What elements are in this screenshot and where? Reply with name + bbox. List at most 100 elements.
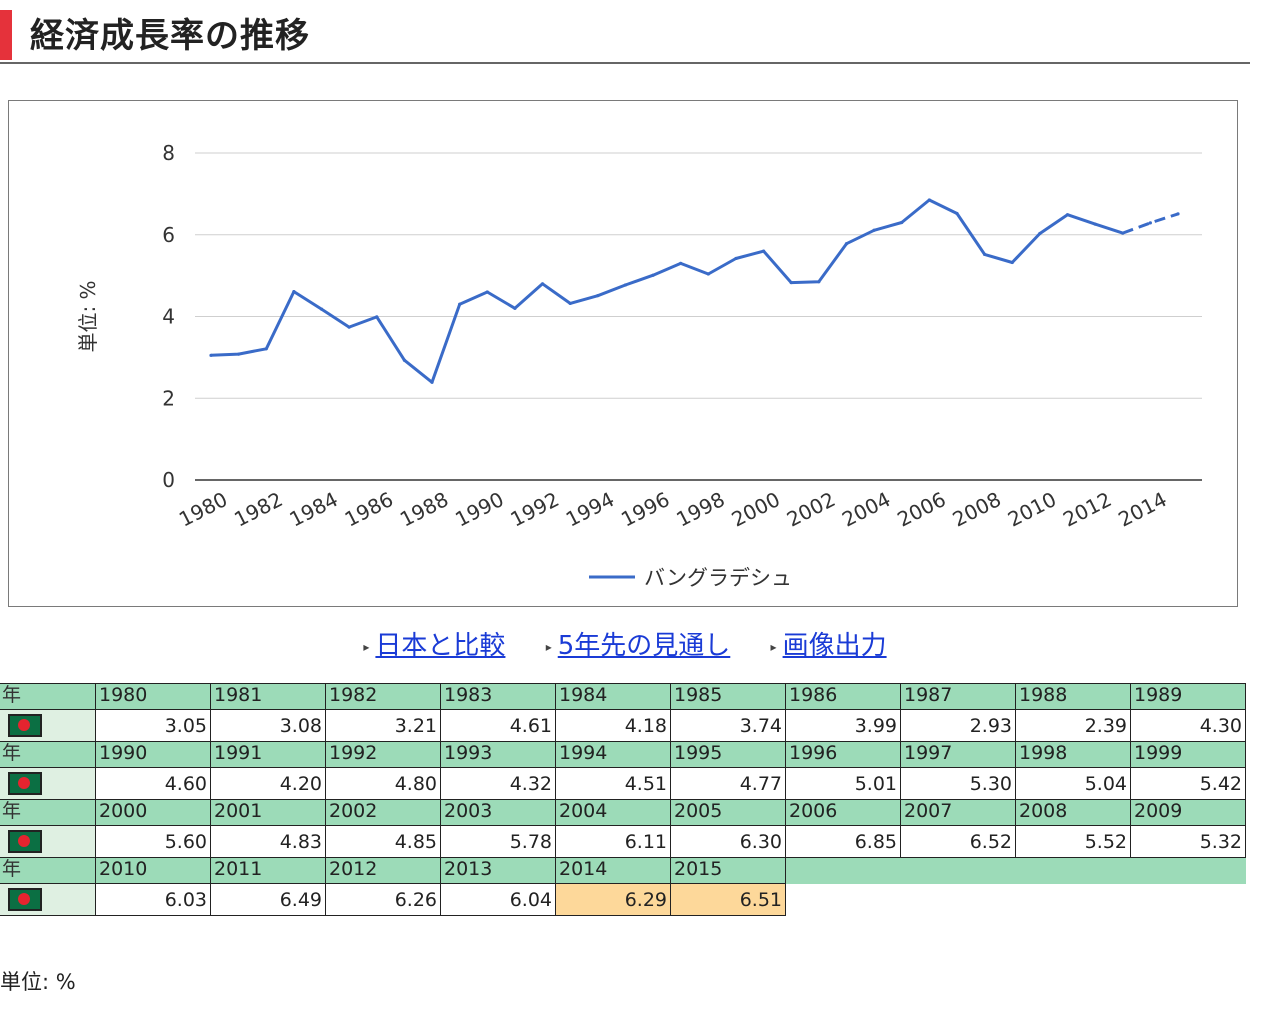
empty-cell xyxy=(786,884,901,916)
value-row: 4.60 4.20 4.80 4.32 4.51 4.77 5.01 5.30 5.04 5.42 xyxy=(0,767,1246,800)
data-point xyxy=(1093,222,1097,226)
year-cell: 1988 xyxy=(1015,683,1131,710)
data-point xyxy=(237,352,241,356)
five-year-outlook-link[interactable]: 5年先の見通し xyxy=(557,631,731,661)
flag-red-disc xyxy=(18,835,30,847)
value-cell: 4.61 xyxy=(440,709,556,742)
x-tick-label: 1992 xyxy=(507,487,563,531)
value-cell: 6.85 xyxy=(785,825,901,858)
data-point xyxy=(706,272,710,276)
value-cell: 6.03 xyxy=(95,883,211,916)
value-cell: 3.05 xyxy=(95,709,211,742)
image-export-item: ▸ 画像出力 xyxy=(771,625,887,662)
empty-cell xyxy=(785,857,901,884)
arrow-bullet-icon: ▸ xyxy=(545,639,552,654)
data-point xyxy=(872,228,876,232)
y-tick-label: 6 xyxy=(162,223,175,247)
data-point xyxy=(1176,212,1180,216)
year-cell: 1986 xyxy=(785,683,901,710)
arrow-bullet-icon: ▸ xyxy=(363,639,370,654)
bangladesh-flag-icon xyxy=(8,830,42,853)
series-line-estimate xyxy=(1122,212,1179,235)
year-header-row: 年 1990 1991 1992 1993 1994 1995 1996 1997 1998 199… xyxy=(0,741,1246,768)
value-cell: 5.04 xyxy=(1015,767,1131,800)
value-row: 6.03 6.49 6.26 6.04 6.29 6.51 xyxy=(0,883,1246,916)
year-cell: 2004 xyxy=(555,799,671,826)
action-links: ▸ 日本と比較 ▸ 5年先の見通し ▸ 画像出力 xyxy=(0,625,1250,662)
data-point xyxy=(430,380,434,384)
year-header-row: 年 1980 1981 1982 1983 1984 1985 1986 1987 1988 198… xyxy=(0,683,1246,710)
year-cell: 1989 xyxy=(1130,683,1246,710)
x-tick-label: 2006 xyxy=(893,487,949,531)
flag-cell xyxy=(0,709,96,742)
x-tick-label: 1988 xyxy=(396,487,452,531)
year-cell: 2000 xyxy=(95,799,211,826)
data-point xyxy=(596,294,600,298)
data-point xyxy=(1038,231,1042,236)
value-cell: 5.32 xyxy=(1130,825,1246,858)
value-cell: 5.30 xyxy=(900,767,1016,800)
data-point xyxy=(1148,221,1152,225)
year-cell: 2008 xyxy=(1015,799,1131,826)
data-point xyxy=(209,353,213,357)
series-line-actual xyxy=(210,198,1124,384)
value-cell: 6.52 xyxy=(900,825,1016,858)
value-cell: 5.60 xyxy=(95,825,211,858)
data-point xyxy=(734,256,738,261)
data-point xyxy=(679,261,683,265)
data-point xyxy=(485,290,489,294)
data-point xyxy=(1121,231,1125,235)
y-axis-title: 単位: % xyxy=(76,280,100,352)
flag-cell xyxy=(0,825,96,858)
data-point xyxy=(1010,260,1014,265)
value-cell: 3.74 xyxy=(670,709,786,742)
data-point xyxy=(983,252,987,256)
data-point xyxy=(817,280,821,284)
value-cell: 6.04 xyxy=(440,883,556,916)
year-header-row: 年 2010 2011 2012 2013 2014 2015 xyxy=(0,857,1246,884)
data-point xyxy=(844,242,849,246)
year-header-label: 年 xyxy=(0,741,96,768)
flag-cell xyxy=(0,883,96,916)
page-title: 経済成長率の推移 xyxy=(30,16,310,56)
year-cell: 1994 xyxy=(555,741,671,768)
x-tick-label: 2008 xyxy=(949,487,1005,531)
value-cell: 3.08 xyxy=(210,709,326,742)
compare-japan-link[interactable]: 日本と比較 xyxy=(375,631,506,661)
y-tick-label: 2 xyxy=(162,386,175,410)
year-cell: 1997 xyxy=(900,741,1016,768)
year-header-row: 年 2000 2001 2002 2003 2004 2005 2006 2007 2008 200… xyxy=(0,799,1246,826)
data-point xyxy=(458,302,462,306)
flag-cell xyxy=(0,767,96,800)
data-point xyxy=(402,358,406,362)
estimate-value-cell: 6.29 xyxy=(555,883,671,916)
value-cell: 4.60 xyxy=(95,767,211,800)
data-point xyxy=(927,198,931,202)
value-cell: 4.30 xyxy=(1130,709,1246,742)
year-cell: 2012 xyxy=(325,857,441,884)
value-cell: 4.32 xyxy=(440,767,556,800)
year-cell: 1995 xyxy=(670,741,786,768)
value-cell: 5.52 xyxy=(1015,825,1131,858)
image-export-link[interactable]: 画像出力 xyxy=(782,631,887,661)
legend-label: バングラデシュ xyxy=(644,566,792,590)
x-tick-label: 1998 xyxy=(672,487,728,531)
year-cell: 1999 xyxy=(1130,741,1246,768)
flag-red-disc xyxy=(18,777,30,789)
value-cell: 3.21 xyxy=(325,709,441,742)
value-cell: 5.78 xyxy=(440,825,556,858)
x-tick-label: 2014 xyxy=(1114,487,1170,531)
value-cell: 4.18 xyxy=(555,709,671,742)
value-cell: 6.11 xyxy=(555,825,671,858)
section-header: 経済成長率の推移 xyxy=(0,0,1250,64)
value-cell: 5.42 xyxy=(1130,767,1246,800)
year-cell: 2014 xyxy=(555,857,671,884)
data-point xyxy=(264,347,268,351)
data-point xyxy=(955,211,959,216)
data-point xyxy=(292,289,296,294)
unit-note: 単位: % xyxy=(0,970,76,994)
value-cell: 4.83 xyxy=(210,825,326,858)
year-cell: 1987 xyxy=(900,683,1016,710)
year-cell: 2013 xyxy=(440,857,556,884)
